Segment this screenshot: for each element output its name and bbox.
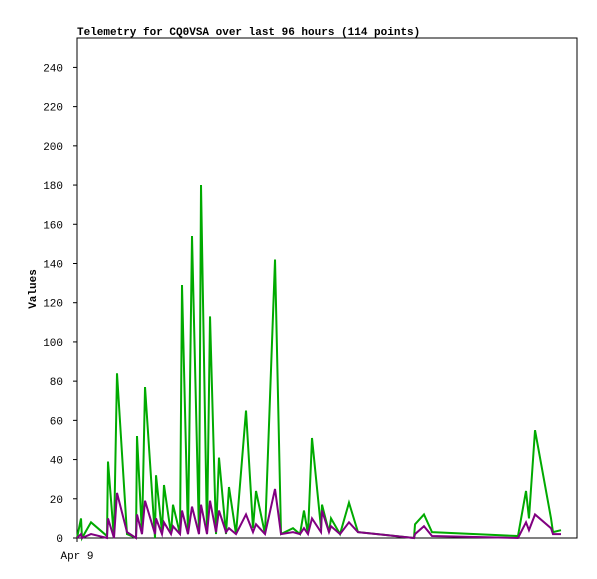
y-tick-label: 100 [43,338,63,350]
y-tick-label: 20 [50,495,63,507]
y-axis-label: Values [28,269,40,309]
y-tick-label: 0 [56,534,63,546]
chart-title: Telemetry for CQ0VSA over last 96 hours … [77,27,420,39]
y-tick-label: 80 [50,377,63,389]
y-tick-label: 120 [43,299,63,311]
y-tick-label: 220 [43,103,63,115]
series-line [76,488,562,540]
y-tick-label: 60 [50,416,63,428]
y-tick-label: 200 [43,142,63,154]
y-tick-label: 40 [50,456,63,468]
y-tick-label: 140 [43,259,63,271]
y-tick-label: 180 [43,181,63,193]
y-tick-label: 160 [43,220,63,232]
x-tick-label: Apr 9 [60,551,93,563]
plot-frame [76,37,578,539]
y-tick-label: 240 [43,63,63,75]
